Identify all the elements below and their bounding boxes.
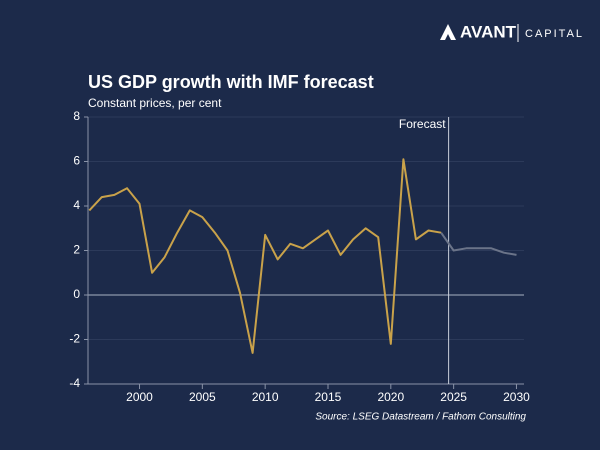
y-tick-label: 2 [73, 243, 80, 257]
x-tick-label: 2020 [377, 390, 404, 404]
source: Source: LSEG Datastream / Fathom Consult… [315, 412, 526, 423]
y-tick-label: 8 [73, 109, 80, 123]
x-tick-label: 2030 [503, 390, 530, 404]
series-line [440, 232, 517, 256]
x-tick-label: 2005 [189, 390, 216, 404]
y-tick-label: 6 [73, 154, 80, 168]
y-tick-label: 4 [73, 198, 80, 212]
x-tick-label: 2000 [126, 390, 153, 404]
x-tick-label: 2015 [315, 390, 342, 404]
y-tick-label: -4 [69, 376, 80, 390]
brand-sub: CAPITAL [525, 28, 584, 40]
x-tick-label: 2025 [440, 390, 467, 404]
chart-subtitle: Constant prices, per cent [88, 96, 222, 110]
forecast-label: Forecast [399, 117, 446, 131]
series-line [88, 158, 442, 354]
brand-name: AVANT [460, 22, 517, 41]
y-tick-label: 0 [73, 287, 80, 301]
y-tick-label: -2 [69, 332, 80, 346]
chart-title: US GDP growth with IMF forecast [88, 72, 374, 92]
x-tick-label: 2010 [252, 390, 279, 404]
logo-icon [440, 24, 456, 40]
